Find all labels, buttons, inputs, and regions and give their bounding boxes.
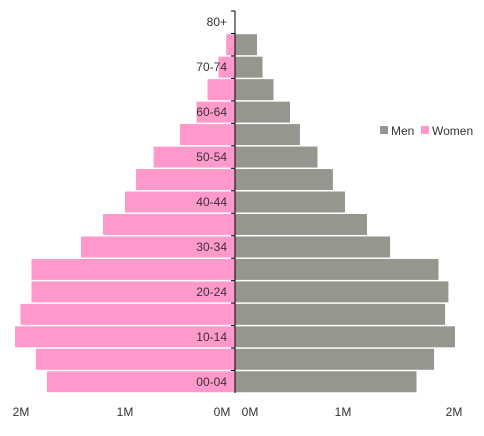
bar-women-60-64 (196, 101, 235, 123)
bar-women-25-29 (31, 258, 235, 280)
legend-label-men: Men (391, 124, 414, 138)
category-label-40-44: 40-44 (196, 195, 227, 209)
bar-men-20-24 (235, 281, 449, 303)
bar-women-70-74 (218, 56, 235, 78)
bar-men-00-04 (235, 371, 417, 393)
category-label-70-74: 70-74 (196, 60, 227, 74)
x-axis-labels: 2M 1M 0M 0M 1M 2M (13, 405, 463, 419)
category-label-50-54: 50-54 (196, 150, 227, 164)
bar-men-60-64 (235, 101, 290, 123)
bar-men-35-39 (235, 213, 367, 235)
legend-label-women: Women (432, 124, 473, 138)
x-tick-right-1m: 1M (335, 405, 352, 419)
x-tick-left-2m: 2M (13, 405, 30, 419)
category-label-60-64: 60-64 (196, 105, 227, 119)
bar-women-40-44 (125, 191, 235, 213)
bar-men-50-54 (235, 146, 318, 168)
bar-women-50-54 (153, 146, 235, 168)
bar-men-55-59 (235, 124, 300, 146)
bar-men-25-29 (235, 258, 439, 280)
x-tick-left-1m: 1M (117, 405, 134, 419)
legend: Men Women (380, 124, 473, 138)
bar-women-35-39 (103, 213, 235, 235)
category-label-30-34: 30-34 (196, 240, 227, 254)
bar-men-15-19 (235, 303, 446, 325)
bar-women-45-49 (136, 169, 235, 191)
bar-women-00-04 (46, 371, 236, 393)
bar-women-20-24 (31, 281, 235, 303)
bar-men-70-74 (235, 56, 263, 78)
bar-men-05-09 (235, 348, 435, 370)
bar-women-05-09 (35, 348, 236, 370)
center-axis-ticks (231, 10, 235, 372)
bar-men-10-14 (235, 326, 455, 348)
bar-women-10-14 (15, 326, 235, 348)
bar-women-55-59 (180, 124, 235, 146)
bar-women-30-34 (81, 236, 235, 258)
women-bars (15, 34, 236, 393)
x-tick-right-2m: 2M (446, 405, 463, 419)
category-labels: 00-04 10-14 20-24 30-34 40-44 50-54 60-64 70-74… (196, 15, 227, 389)
category-label-00-04: 00-04 (196, 375, 227, 389)
legend-swatch-women (421, 126, 429, 134)
bar-men-75-79 (235, 34, 257, 56)
men-bars (235, 34, 455, 393)
bar-men-45-49 (235, 169, 333, 191)
bar-men-40-44 (235, 191, 345, 213)
bar-women-75-79 (226, 34, 235, 56)
legend-swatch-men (380, 126, 388, 134)
bar-women-65-69 (207, 79, 235, 101)
bar-women-15-19 (20, 303, 235, 325)
category-label-20-24: 20-24 (196, 285, 227, 299)
category-label-10-14: 10-14 (196, 330, 227, 344)
bar-men-30-34 (235, 236, 391, 258)
x-tick-right-0m: 0M (242, 405, 259, 419)
x-tick-left-0m: 0M (214, 405, 231, 419)
bar-men-65-69 (235, 79, 274, 101)
category-label-80+: 80+ (207, 15, 227, 29)
